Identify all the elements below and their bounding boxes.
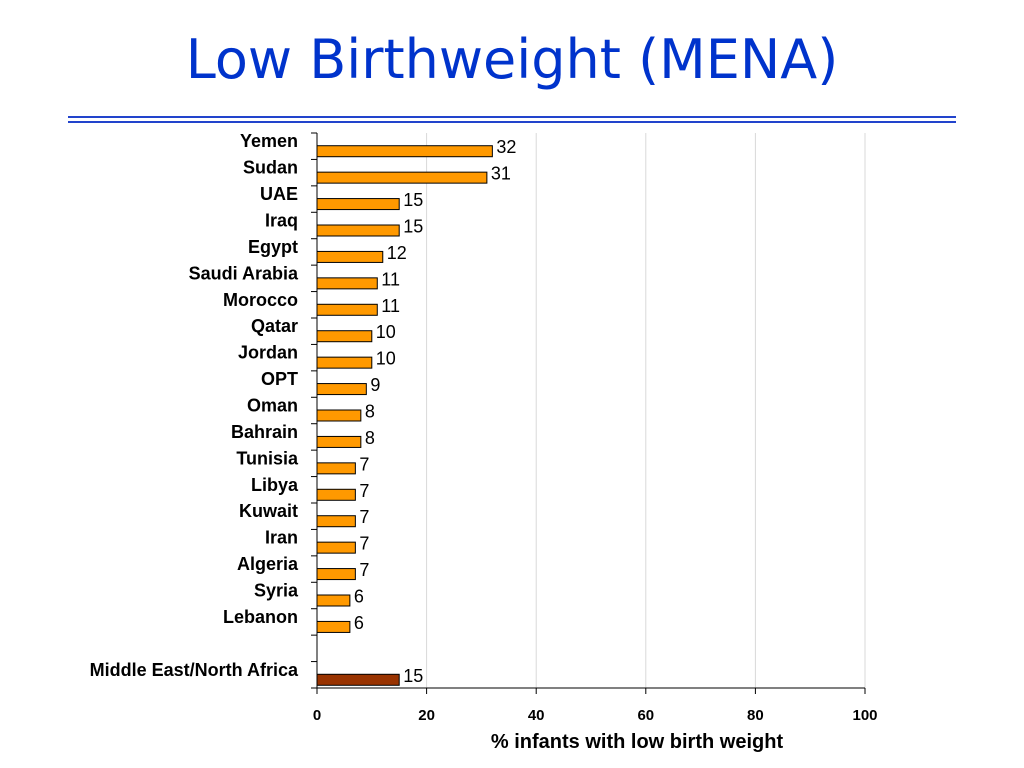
value-label: 12 bbox=[387, 243, 407, 263]
bar bbox=[316, 568, 356, 581]
category-label: Morocco bbox=[223, 290, 298, 310]
category-label: Algeria bbox=[237, 554, 299, 574]
x-tick-label: 80 bbox=[747, 707, 764, 724]
bar bbox=[316, 409, 362, 422]
category-label: Lebanon bbox=[223, 607, 298, 627]
value-label: 7 bbox=[359, 507, 369, 527]
value-label: 11 bbox=[381, 269, 400, 289]
bar bbox=[316, 277, 378, 290]
bar bbox=[316, 488, 356, 501]
category-label: Kuwait bbox=[239, 501, 298, 521]
x-axis-title: % infants with low birth weight bbox=[491, 731, 784, 753]
bar bbox=[316, 145, 493, 158]
bar bbox=[316, 620, 351, 633]
category-label: Syria bbox=[254, 581, 299, 601]
bar bbox=[316, 303, 378, 316]
bar bbox=[316, 356, 373, 369]
title-rule-top bbox=[68, 116, 956, 118]
value-label: 7 bbox=[359, 534, 369, 554]
x-tick-label: 40 bbox=[528, 707, 545, 724]
bar bbox=[316, 462, 356, 475]
value-label: 6 bbox=[354, 587, 364, 607]
bar bbox=[316, 383, 367, 396]
category-label: Bahrain bbox=[231, 422, 298, 442]
x-tick-label: 100 bbox=[852, 707, 877, 724]
category-label: Iraq bbox=[265, 211, 298, 231]
value-label: 31 bbox=[491, 164, 511, 184]
value-label: 8 bbox=[365, 428, 375, 448]
category-label: Middle East/North Africa bbox=[90, 660, 299, 680]
category-label: Oman bbox=[247, 396, 298, 416]
category-label: UAE bbox=[260, 184, 298, 204]
bar bbox=[316, 250, 384, 263]
value-label: 10 bbox=[376, 349, 396, 369]
category-label: Sudan bbox=[243, 158, 298, 178]
bar bbox=[316, 224, 400, 237]
bar bbox=[316, 541, 356, 554]
value-label: 7 bbox=[359, 481, 369, 501]
category-label: Tunisia bbox=[236, 448, 299, 468]
slide-title: Low Birthweight (MENA) bbox=[185, 28, 839, 91]
category-label: Egypt bbox=[248, 237, 298, 257]
value-label: 7 bbox=[359, 560, 369, 580]
title-rule-bottom bbox=[68, 121, 956, 123]
bar-region-average bbox=[316, 673, 400, 686]
category-label: Iran bbox=[265, 528, 298, 548]
category-label: Yemen bbox=[240, 131, 298, 151]
value-label: 6 bbox=[354, 613, 364, 633]
bar bbox=[316, 594, 351, 607]
x-tick-label: 20 bbox=[418, 707, 435, 724]
bar bbox=[316, 435, 362, 448]
value-label: 15 bbox=[403, 666, 423, 686]
bar bbox=[316, 330, 373, 343]
value-label: 9 bbox=[370, 375, 380, 395]
value-label: 7 bbox=[359, 454, 369, 474]
x-tick-label: 60 bbox=[637, 707, 654, 724]
value-label: 15 bbox=[403, 190, 423, 210]
category-label: OPT bbox=[261, 369, 298, 389]
value-label: 8 bbox=[365, 402, 375, 422]
category-label: Libya bbox=[251, 475, 299, 495]
bar bbox=[316, 515, 356, 528]
category-label: Jordan bbox=[238, 343, 298, 363]
value-label: 32 bbox=[496, 137, 516, 157]
x-tick-label: 0 bbox=[313, 707, 321, 724]
value-label: 10 bbox=[376, 322, 396, 342]
value-label: 15 bbox=[403, 217, 423, 237]
value-label: 11 bbox=[381, 296, 400, 316]
category-label: Saudi Arabia bbox=[189, 263, 299, 283]
bar bbox=[316, 171, 488, 184]
bar bbox=[316, 198, 400, 211]
category-label: Qatar bbox=[251, 316, 298, 336]
